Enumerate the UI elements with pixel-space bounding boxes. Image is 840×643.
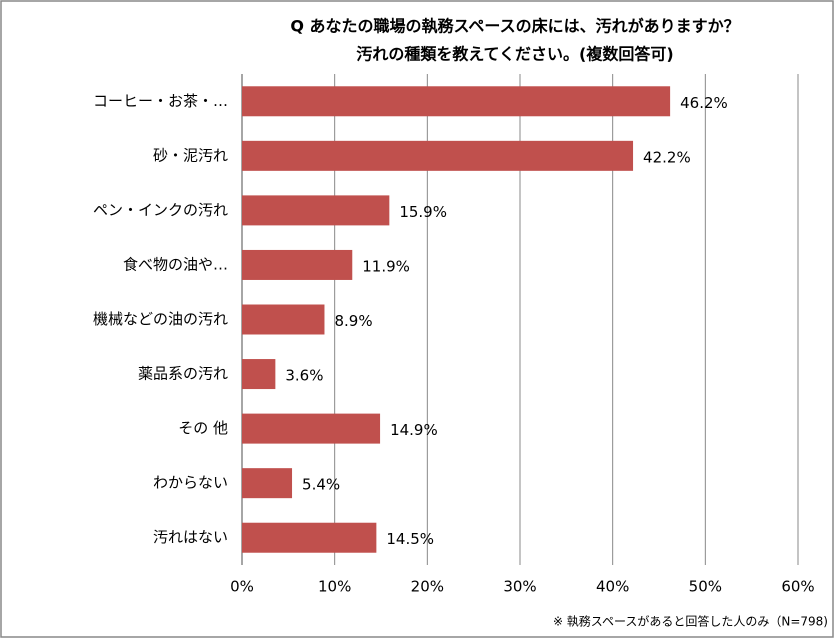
y-tick-label: コーヒー・お茶・… bbox=[93, 92, 228, 110]
value-label: 14.9% bbox=[390, 421, 438, 439]
y-tick-label: 機械などの油の汚れ bbox=[93, 310, 228, 328]
value-label: 11.9% bbox=[362, 257, 410, 275]
y-tick-label: その 他 bbox=[178, 419, 228, 437]
value-label: 5.4% bbox=[302, 476, 340, 494]
bar bbox=[242, 522, 377, 553]
bar bbox=[242, 86, 671, 117]
chart-title: Q あなたの職場の執務スペースの床には、汚れがありますか？ bbox=[290, 17, 739, 36]
value-label: 8.9% bbox=[334, 312, 372, 330]
x-tick-label: 0% bbox=[230, 578, 254, 596]
x-tick-label: 40% bbox=[596, 578, 629, 596]
x-tick-label: 10% bbox=[318, 578, 351, 596]
note: ※ 執務スペースがあると回答した人のみ（N=798) bbox=[553, 614, 828, 629]
y-tick-label: わからない bbox=[153, 474, 228, 492]
bar bbox=[242, 304, 325, 335]
bar bbox=[242, 249, 353, 280]
value-label: 15.9% bbox=[399, 203, 447, 221]
bar bbox=[242, 468, 293, 499]
x-tick-label: 60% bbox=[781, 578, 814, 596]
value-label: 46.2% bbox=[680, 94, 728, 112]
x-tick-label: 50% bbox=[689, 578, 722, 596]
y-tick-label: 砂・泥汚れ bbox=[153, 146, 228, 164]
x-tick-label: 30% bbox=[503, 578, 536, 596]
bar bbox=[242, 195, 390, 226]
bar bbox=[242, 359, 276, 390]
value-label: 42.2% bbox=[643, 148, 691, 166]
bar bbox=[242, 140, 634, 171]
bar bbox=[242, 413, 381, 444]
value-label: 14.5% bbox=[386, 530, 434, 548]
y-tick-label: ペン・インクの汚れ bbox=[93, 201, 228, 219]
y-tick-label: 薬品系の汚れ bbox=[138, 365, 228, 383]
y-tick-label: 食べ物の油や… bbox=[123, 255, 228, 273]
y-tick-label: 汚れはない bbox=[153, 528, 228, 546]
x-tick-label: 20% bbox=[411, 578, 444, 596]
chart-title: 汚れの種類を教えてください。(複数回答可) bbox=[356, 45, 673, 64]
value-label: 3.6% bbox=[285, 367, 323, 385]
